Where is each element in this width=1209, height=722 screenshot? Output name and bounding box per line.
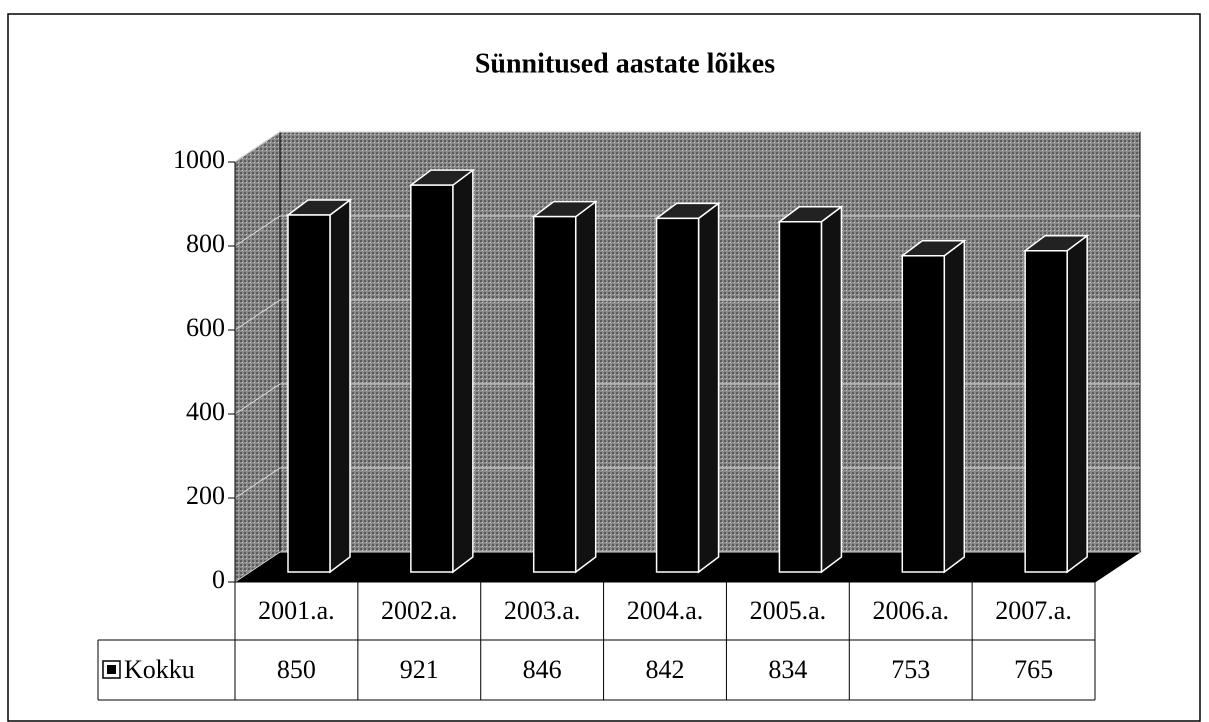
data-label: 846	[523, 655, 562, 684]
bar-face	[778, 220, 823, 573]
bar-face	[574, 200, 597, 574]
y-tick-label: 400	[186, 397, 225, 426]
bar	[285, 198, 353, 574]
legend-label: Kokku	[124, 655, 195, 684]
bar-face	[329, 198, 351, 574]
bar	[777, 205, 844, 574]
chart-title: Sünnitused aastate lõikes	[475, 48, 775, 79]
y-tick-label: 1000	[173, 145, 225, 174]
grid-line	[234, 215, 1140, 247]
data-label: 753	[891, 655, 930, 684]
grid-line	[234, 467, 1140, 499]
bar-face	[287, 214, 331, 573]
bar-face	[943, 239, 966, 574]
bar	[408, 168, 476, 574]
y-tick-label: 200	[186, 481, 225, 510]
bar-face	[820, 205, 843, 574]
side-wall	[234, 131, 281, 583]
grid-line	[234, 383, 1140, 415]
data-label: 765	[1014, 655, 1053, 684]
bar-face	[901, 254, 946, 573]
legend-key-fill	[107, 665, 116, 674]
y-tick-label: 0	[212, 565, 225, 594]
y-tick-label: 600	[186, 313, 225, 342]
x-tick-label: 2003.a.	[504, 596, 581, 625]
bar-face	[452, 168, 474, 574]
data-label: 834	[768, 655, 807, 684]
x-tick-label: 2001.a.	[258, 596, 335, 625]
x-tick-label: 2002.a.	[381, 596, 458, 625]
bar-face	[1066, 234, 1088, 574]
bar	[531, 200, 598, 574]
chart-border	[7, 13, 1201, 722]
x-tick-label: 2005.a.	[750, 596, 827, 625]
bar-face	[697, 201, 720, 574]
bar	[1022, 234, 1090, 574]
bar-face	[532, 215, 577, 573]
x-tick-label: 2004.a.	[627, 596, 704, 625]
x-tick-label: 2006.a.	[872, 596, 949, 625]
data-label: 842	[646, 655, 685, 684]
bar	[654, 201, 721, 574]
bar-face	[1024, 249, 1068, 573]
grid-line	[234, 299, 1140, 331]
data-label: 850	[277, 655, 316, 684]
bar	[900, 239, 967, 574]
data-label: 921	[400, 655, 439, 684]
bar-face	[655, 217, 700, 573]
grid-line	[234, 551, 1140, 583]
grid-line	[234, 131, 1140, 163]
x-tick-label: 2007.a.	[995, 596, 1072, 625]
y-tick-label: 800	[186, 229, 225, 258]
bar-face	[410, 184, 454, 573]
